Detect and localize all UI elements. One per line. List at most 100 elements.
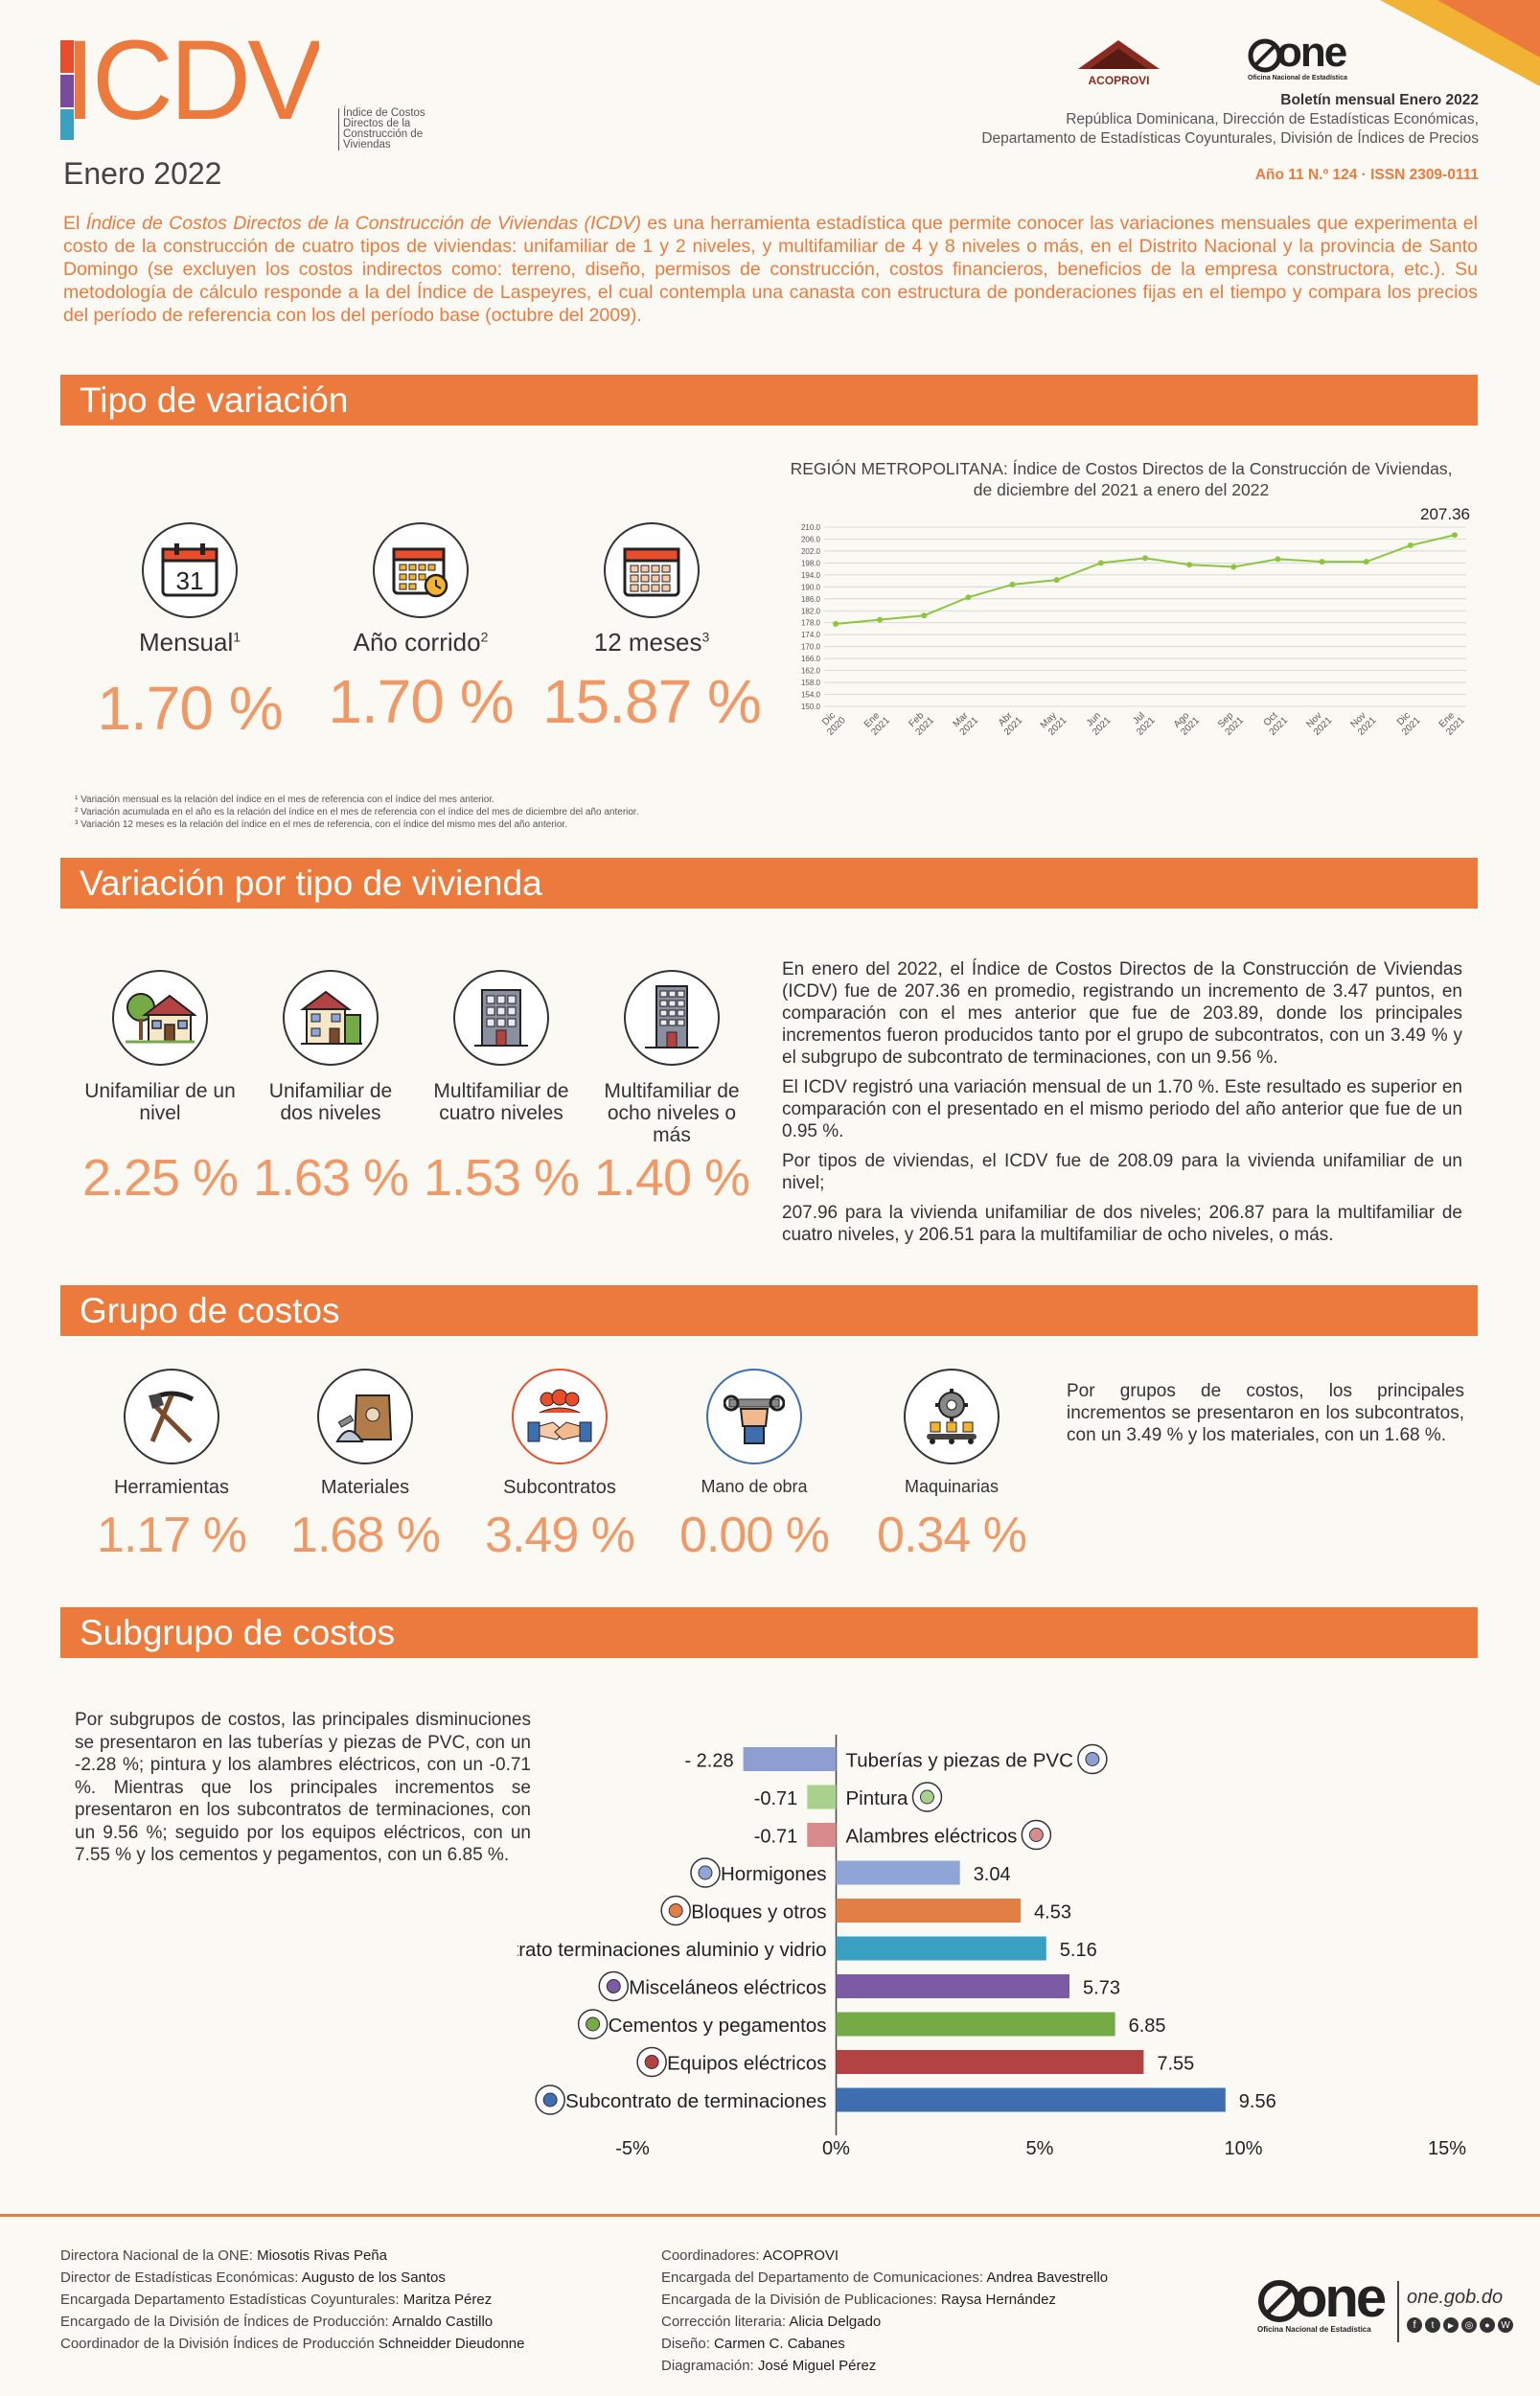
data-point [1407, 542, 1414, 549]
value-12-meses: 15.87 % [542, 667, 762, 736]
bulletin-title: Boletín mensual Enero 2022 [1280, 92, 1479, 108]
intro-paragraph: El Índice de Costos Directos de la Const… [63, 213, 1478, 326]
bar-0 [743, 1747, 837, 1771]
footer-credits-right: Coordinadores: ACOPROVI Encargada del De… [661, 2247, 1109, 2374]
value-ano-corrido: 1.70 % [328, 667, 514, 736]
line-chart: 150.0 154.0 158.0 162.0 166.0 170.0 174.0 178.0… [801, 505, 1470, 738]
label-12-meses: 12 meses3 [593, 628, 710, 657]
x-tick-label: 10% [1224, 2138, 1262, 2159]
bar-label: Tuberías y piezas de PVC [846, 1750, 1074, 1772]
value-unifamiliar-un-nivel: 2.25 % [81, 1149, 239, 1207]
bar-label: Pintura [846, 1787, 909, 1809]
acoprovi-logo: ACOPROVI [1069, 36, 1169, 87]
wire-icon-inner [1028, 1828, 1044, 1842]
bar-value: 7.55 [1157, 2054, 1194, 2075]
data-point [1275, 556, 1281, 563]
y-tick-label: 194.0 [801, 571, 821, 580]
bar-6 [836, 1974, 1070, 1998]
twitter-icon[interactable]: t [1425, 2317, 1440, 2333]
data-point [1319, 559, 1325, 565]
bricks-icon-inner [668, 1903, 683, 1918]
label-materiales: Materiales [320, 1477, 410, 1498]
logo-title: ICDV [64, 17, 319, 144]
grupo-costos-text: Por grupos de costos, los principales in… [1067, 1381, 1464, 1445]
vivienda-text: En enero del 2022, el Índice de Costos D… [782, 959, 1462, 1245]
pickaxe-shovel-icon [124, 1369, 219, 1464]
house-two-levels-icon [283, 970, 379, 1066]
bar-value: 5.16 [1060, 1940, 1097, 1961]
y-tick-label: 198.0 [801, 559, 821, 567]
label-unifamiliar-dos-niveles: Unifamiliar de dos niveles [268, 1080, 393, 1124]
bar-value: - 2.28 [684, 1751, 733, 1772]
period: Enero 2022 [63, 156, 222, 191]
data-point [1230, 564, 1237, 570]
calendar-clock-icon [373, 522, 469, 618]
last-value-label: 207.36 [1420, 505, 1470, 523]
bar-label: Alambres eléctricos [846, 1826, 1018, 1848]
label-herramientas: Herramientas [113, 1477, 230, 1498]
building-four-levels-icon [453, 970, 549, 1066]
one-circle-icon [1248, 38, 1282, 73]
data-point [1142, 555, 1148, 562]
y-tick-label: 182.0 [801, 607, 821, 615]
website-link[interactable]: one.gob.do [1407, 2287, 1504, 2308]
calendar-grid-icon [604, 522, 700, 618]
cement-bag-icon [317, 1369, 413, 1464]
y-tick-label: 162.0 [801, 667, 821, 676]
value-mano-de-obra: 0.00 % [679, 1508, 830, 1563]
label-mensual: Mensual1 [138, 628, 241, 657]
subgrupo-costos-text: Por subgrupos de costos, las principales… [75, 1710, 531, 1865]
logo-subtitle: Índice de Costos Directos de la Construc… [338, 107, 444, 150]
y-tick-label: 190.0 [801, 583, 821, 591]
facebook-icon[interactable]: f [1407, 2317, 1422, 2333]
label-mano-de-obra: Mano de obra [701, 1477, 808, 1496]
one-logo-footer: one Oficina Nacional de Estadística [1257, 2267, 1387, 2334]
value-unifamiliar-dos-niveles: 1.63 % [252, 1149, 409, 1207]
bar-label: Subcontrato terminaciones aluminio y vid… [517, 1939, 827, 1961]
data-point [1363, 559, 1369, 565]
concrete-mixer-icon-inner [698, 1865, 713, 1880]
data-point [1186, 562, 1193, 568]
social-icons: f t ▶ ◎ ● W [1407, 2317, 1513, 2333]
flickr-icon[interactable]: ● [1480, 2317, 1495, 2333]
section-tipo-variacion-title: Tipo de variación [60, 375, 1478, 426]
icdv-logo: ICDV [60, 23, 377, 151]
footnotes: ¹ Variación mensual es la relación del í… [75, 795, 639, 830]
acoprovi-roof-icon [1078, 40, 1160, 69]
bar-label: Hormigones [721, 1863, 827, 1885]
bar-label: Equipos eléctricos [667, 2053, 826, 2075]
y-tick-label: 166.0 [801, 655, 821, 663]
label-subcontratos: Subcontratos [503, 1477, 616, 1498]
issn: Año 11 N.º 124 · ISSN 2309-0111 [1254, 167, 1479, 183]
bar-value: -0.71 [754, 1827, 798, 1848]
cement-truck-icon-inner [586, 2016, 601, 2032]
bar-2 [807, 1823, 837, 1847]
data-point [1097, 560, 1104, 566]
value-subcontratos: 3.49 % [485, 1508, 635, 1563]
value-multifamiliar-cuatro: 1.53 % [423, 1149, 580, 1207]
y-tick-label: 150.0 [801, 703, 821, 711]
section-grupo-costos-title: Grupo de costos [60, 1285, 1478, 1336]
x-tick-label: -5% [615, 2138, 650, 2159]
bar-value: 3.04 [974, 1864, 1011, 1885]
bar-9 [836, 2087, 1226, 2112]
instagram-icon[interactable]: ◎ [1461, 2317, 1477, 2333]
section-subgrupo-costos-title: Subgrupo de costos [60, 1607, 1478, 1658]
bar-4 [836, 1899, 1022, 1923]
x-tick-label: 0% [822, 2138, 850, 2159]
one-logo-header: one Oficina Nacional de Estadística [1248, 29, 1347, 81]
drill-icon-inner [644, 2055, 659, 2069]
bar-5 [836, 1936, 1046, 1961]
bar-7 [836, 2012, 1115, 2037]
youtube-icon[interactable]: ▶ [1443, 2317, 1459, 2333]
wordpress-icon[interactable]: W [1498, 2317, 1513, 2333]
icdv-logo-i-icon [60, 40, 74, 140]
